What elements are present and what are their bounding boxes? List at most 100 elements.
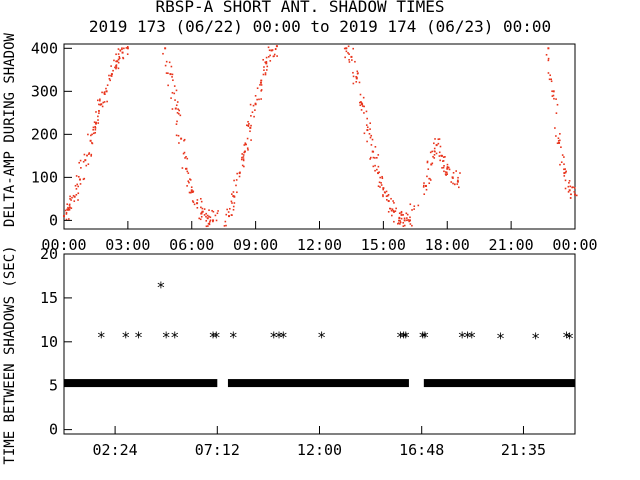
top-data-point	[190, 186, 193, 188]
top-data-point	[359, 101, 361, 104]
top-data-point	[102, 101, 105, 104]
top-data-point	[355, 77, 358, 80]
top-data-point	[242, 159, 245, 162]
top-data-point	[117, 67, 120, 70]
top-data-point	[382, 188, 385, 191]
top-data-point	[398, 219, 400, 222]
top-data-point	[165, 72, 168, 74]
top-data-point	[569, 185, 572, 188]
top-data-point	[369, 156, 372, 159]
top-data-point	[374, 169, 376, 172]
top-data-point	[164, 64, 167, 67]
top-data-point	[174, 99, 176, 101]
top-data-point	[97, 115, 99, 118]
top-data-point	[350, 55, 353, 58]
top-data-point	[173, 85, 176, 87]
top-data-point	[242, 154, 245, 156]
top-data-point	[256, 87, 259, 90]
top-data-point	[115, 53, 117, 56]
top-data-point	[206, 214, 209, 217]
top-data-point	[88, 152, 91, 154]
top-data-point	[97, 119, 99, 121]
top-data-point	[568, 180, 571, 182]
top-data-point	[117, 61, 120, 64]
top-data-point	[425, 188, 428, 191]
top-data-point	[65, 211, 68, 214]
top-data-point	[442, 166, 445, 169]
top-data-point	[181, 167, 184, 169]
top-data-point	[183, 151, 186, 154]
top-data-point	[178, 109, 180, 112]
top-data-point	[385, 195, 388, 198]
top-data-point	[567, 191, 570, 193]
top-y-ticks: 0 100 200 300 400	[31, 39, 72, 229]
top-data-point	[79, 159, 82, 162]
top-data-point	[205, 225, 208, 228]
bottom-data-point: *	[496, 329, 505, 347]
top-data-point	[242, 158, 245, 160]
top-data-point	[440, 154, 443, 157]
top-data-point	[91, 133, 93, 136]
top-x-tick-label: 21:00	[489, 236, 534, 254]
top-data-point	[269, 60, 272, 62]
top-data-point	[366, 140, 368, 143]
top-data-point	[370, 134, 373, 137]
top-data-point	[175, 123, 178, 125]
top-data-point	[423, 193, 426, 195]
top-data-point	[250, 139, 252, 141]
top-data-point	[263, 69, 265, 71]
top-data-point	[243, 151, 245, 154]
top-data-point	[359, 104, 362, 107]
top-data-point	[568, 182, 570, 184]
top-data-point	[548, 78, 551, 81]
top-data-point	[273, 55, 275, 58]
top-data-point	[85, 164, 88, 167]
top-data-point	[442, 160, 445, 162]
top-data-point	[236, 172, 238, 175]
top-data-point	[193, 203, 196, 206]
bottom-data-point: *	[269, 329, 278, 347]
top-data-point	[186, 185, 188, 187]
top-data-point	[447, 166, 450, 169]
top-data-point	[366, 117, 368, 120]
top-data-point	[186, 170, 189, 173]
top-data-point	[573, 191, 576, 193]
top-data-point	[196, 202, 199, 205]
top-data-point	[275, 45, 278, 48]
top-data-point	[104, 93, 106, 96]
bottom-data-point: *	[209, 329, 218, 347]
top-data-point	[226, 208, 228, 211]
top-data-point	[94, 125, 96, 128]
top-data-point	[270, 49, 273, 52]
top-data-point	[171, 76, 173, 78]
top-data-point	[122, 56, 124, 59]
top-data-point	[413, 205, 416, 207]
top-data-point	[212, 210, 215, 213]
top-data-point	[426, 160, 429, 163]
top-data-point	[228, 207, 231, 210]
top-data-point	[455, 170, 457, 172]
top-data-point	[115, 64, 118, 66]
bottom-data-point: *	[170, 329, 179, 347]
top-data-point	[264, 61, 267, 64]
bottom-data-point: *	[97, 329, 106, 347]
top-data-point	[112, 69, 114, 72]
top-data-point	[99, 99, 101, 102]
top-data-point	[69, 198, 71, 200]
top-data-point	[253, 115, 255, 118]
bottom-data-point: *	[401, 329, 410, 347]
top-x-tick-label: 15:00	[361, 236, 406, 254]
top-data-point	[563, 156, 565, 158]
top-data-point	[250, 124, 252, 127]
top-data-point	[365, 124, 368, 126]
top-data-point	[176, 101, 179, 103]
top-data-point	[432, 155, 434, 158]
top-data-point	[230, 193, 233, 195]
top-data-point	[382, 195, 384, 198]
top-data-point	[446, 163, 449, 166]
top-data-point	[200, 215, 203, 218]
top-data-point	[372, 156, 375, 159]
top-data-point	[547, 47, 550, 50]
bottom-data-point: *	[275, 329, 284, 347]
